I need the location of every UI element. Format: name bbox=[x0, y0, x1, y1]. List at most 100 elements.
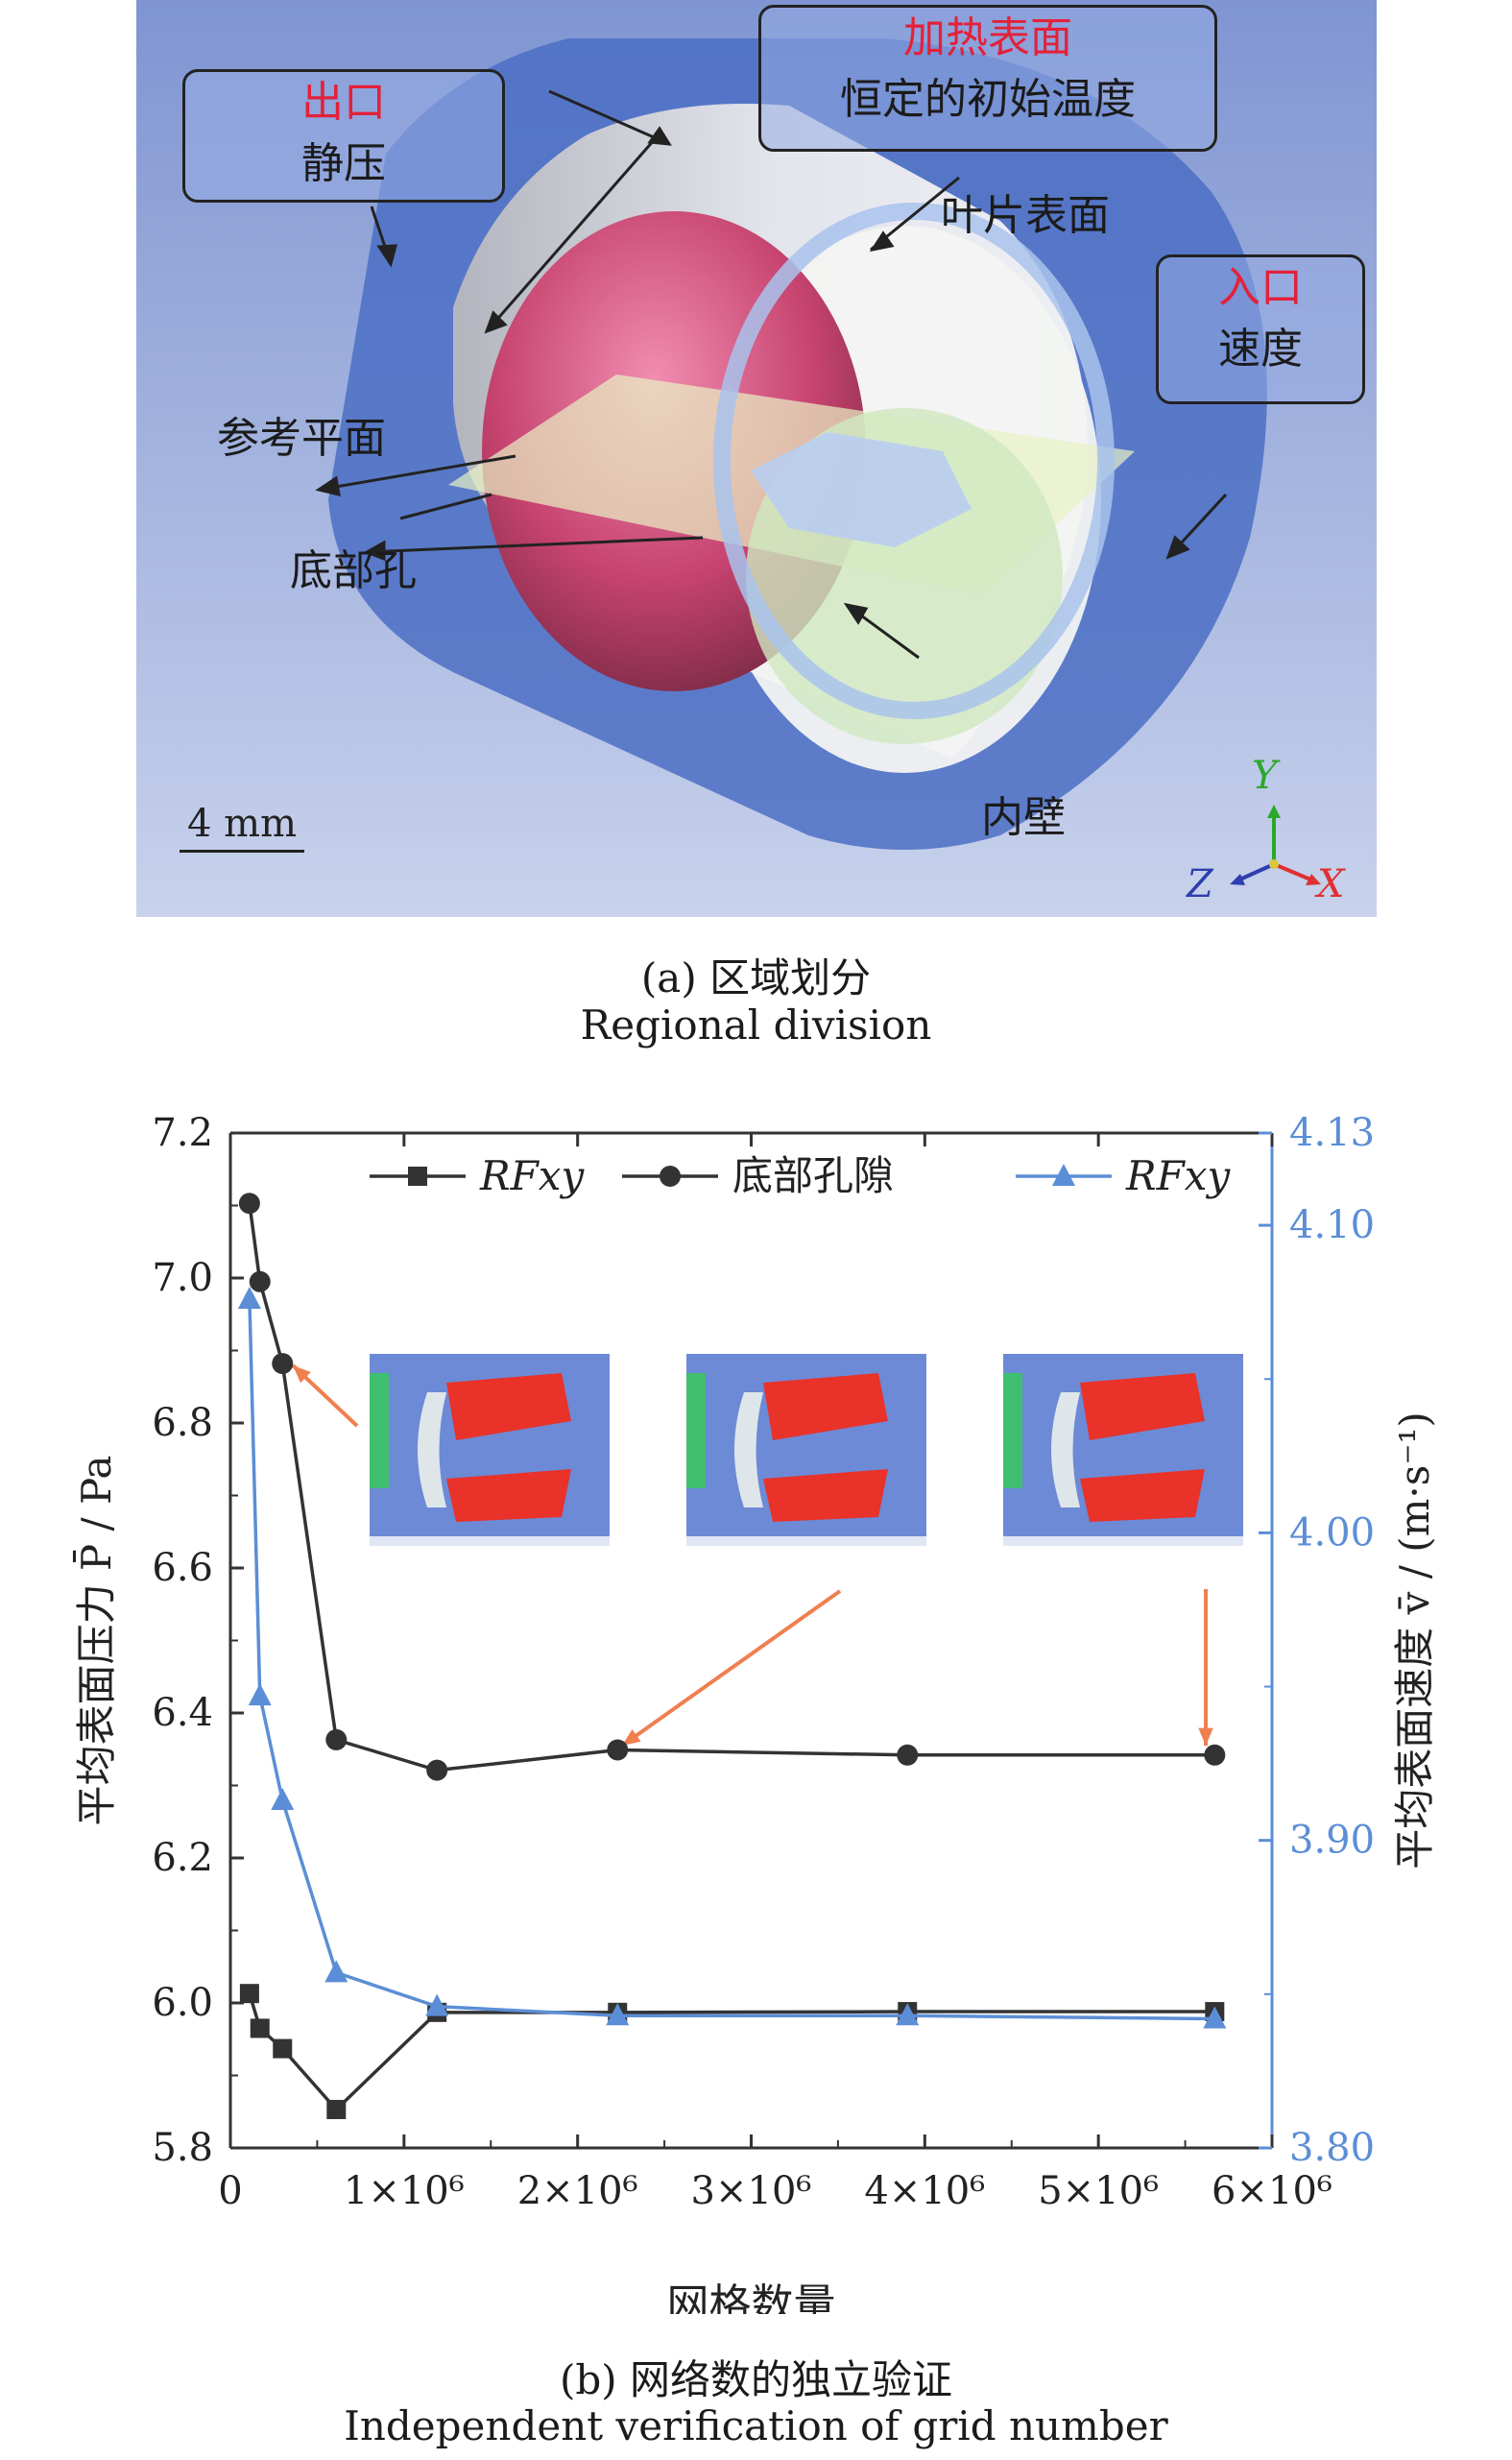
y-left-tick-label: 5.8 bbox=[152, 2126, 213, 2170]
inset-legend-bar bbox=[370, 1373, 389, 1488]
model-render bbox=[136, 0, 1377, 917]
outlet-callout: 出口 静压 bbox=[182, 69, 505, 203]
x-axis-title: 网格数量 bbox=[667, 2280, 836, 2314]
legend-entry-2 bbox=[1016, 1164, 1112, 1186]
contour-inset-1 bbox=[370, 1354, 610, 1546]
scale-bar-label: 4 mm bbox=[186, 802, 298, 846]
series-line-1 bbox=[248, 1203, 1215, 1773]
x-tick-label: 2×10⁶ bbox=[517, 2169, 638, 2213]
caption-b-cn: (b) 网络数的独立验证 bbox=[559, 2356, 952, 2403]
inset-legend-bar bbox=[686, 1373, 706, 1488]
bottom-hole-label: 底部孔 bbox=[290, 546, 417, 595]
inset-hot-region-bottom bbox=[1080, 1469, 1205, 1522]
axis-y-label: Y bbox=[1252, 754, 1278, 798]
y-right-tick-label: 3.90 bbox=[1289, 1819, 1375, 1863]
series-line-0 bbox=[248, 1992, 1215, 2112]
inset-footer bbox=[1003, 1536, 1243, 1546]
arrow-head bbox=[622, 1728, 641, 1746]
contour-inset-2 bbox=[686, 1354, 926, 1546]
inset-hot-region-top bbox=[763, 1373, 888, 1440]
scale-bar-line bbox=[180, 850, 304, 853]
series-1-point bbox=[325, 1728, 348, 1750]
y-left-tick-label: 6.2 bbox=[152, 1836, 213, 1880]
outlet-title: 出口 bbox=[301, 78, 386, 127]
inner-wall-label: 内壁 bbox=[981, 793, 1066, 842]
inset-hot-region-bottom bbox=[763, 1469, 888, 1522]
legend-label: RFxy bbox=[479, 1152, 585, 1199]
y-left-tick-label: 6.6 bbox=[152, 1546, 213, 1590]
heated-surface-subtitle: 恒定的初始温度 bbox=[840, 75, 1136, 124]
caption-a-en: Regional division bbox=[580, 1001, 932, 1049]
heated-surface-callout: 加热表面 恒定的初始温度 bbox=[758, 5, 1217, 152]
series-0-point bbox=[250, 2018, 270, 2038]
inlet-title: 入口 bbox=[1218, 263, 1303, 312]
series-line-2 bbox=[248, 1298, 1215, 2021]
series-0-point bbox=[326, 2099, 347, 2119]
blade-block bbox=[751, 432, 972, 547]
y-left-tick-label: 6.8 bbox=[152, 1401, 213, 1445]
x-tick-label: 6×10⁶ bbox=[1212, 2169, 1332, 2213]
series-2-point bbox=[324, 1960, 348, 1983]
caption-a-cn: (a) 区域划分 bbox=[640, 954, 872, 1001]
x-tick-label: 4×10⁶ bbox=[864, 2169, 985, 2213]
axis-triad bbox=[1230, 805, 1321, 885]
inset-legend-bar bbox=[1003, 1373, 1022, 1488]
legend-label: 底部孔隙 bbox=[732, 1152, 894, 1199]
axis-x-label: X bbox=[1317, 862, 1345, 906]
series-2-point bbox=[271, 1788, 295, 1811]
y-right-tick-label: 3.80 bbox=[1289, 2126, 1375, 2170]
inset-wall bbox=[418, 1392, 446, 1507]
series-0-point bbox=[239, 1984, 259, 2004]
heated-surface-title: 加热表面 bbox=[903, 13, 1072, 62]
x-tick-label: 1×10⁶ bbox=[344, 2169, 465, 2213]
y-right-axis-title: 平均表面速度 v̄ / (m·s⁻¹) bbox=[1391, 1411, 1438, 1869]
grid-independence-chart: 0 1×10⁶ 2×10⁶ 3×10⁶ 4×10⁶ 5×10⁶ 6×10⁶ 5.8 6.0 6.2… bbox=[71, 1111, 1438, 2314]
y-left-tick-label: 6.4 bbox=[152, 1691, 213, 1735]
series-2-point bbox=[606, 2003, 630, 2026]
arrow-to-point-3 bbox=[291, 1363, 359, 1428]
legend-label: RFxy bbox=[1125, 1152, 1231, 1199]
y-left-tick-label: 7.2 bbox=[152, 1111, 213, 1155]
series-1-point bbox=[1204, 1744, 1226, 1766]
series-2-point bbox=[896, 2003, 920, 2026]
series-2-point bbox=[425, 1993, 449, 2016]
inset-wall bbox=[734, 1392, 763, 1507]
arrow-head bbox=[293, 1365, 311, 1384]
inset-footer bbox=[686, 1536, 926, 1546]
regional-division-figure: 出口 静压 加热表面 恒定的初始温度 入口 速度 叶片表面 参考平面 底部孔 内… bbox=[136, 0, 1377, 917]
inset-footer bbox=[370, 1536, 610, 1546]
series-1-point bbox=[426, 1759, 448, 1781]
axis-z-label: Z bbox=[1187, 862, 1213, 906]
arrow-shaft bbox=[620, 1589, 842, 1748]
reference-plane-label: 参考平面 bbox=[217, 414, 386, 463]
legend-marker bbox=[408, 1167, 427, 1186]
series-1-point bbox=[897, 1744, 919, 1766]
outlet-subtitle: 静压 bbox=[301, 139, 386, 188]
inset-hot-region-bottom bbox=[446, 1469, 571, 1522]
y-right-tick-label: 4.13 bbox=[1289, 1111, 1375, 1155]
x-tick-label: 0 bbox=[218, 2169, 242, 2213]
y-right-tick-label: 4.10 bbox=[1289, 1203, 1375, 1247]
inset-hot-region-top bbox=[446, 1373, 571, 1440]
legend-marker bbox=[1052, 1164, 1075, 1186]
y-left-axis-title: 平均表面压力 P̄ / Pa bbox=[71, 1456, 120, 1826]
inlet-subtitle: 速度 bbox=[1218, 325, 1303, 374]
contour-inset-3 bbox=[1003, 1354, 1243, 1546]
arrow-head bbox=[1198, 1727, 1213, 1746]
inset-hot-region-top bbox=[1080, 1373, 1205, 1440]
series-2-point bbox=[1203, 2006, 1227, 2029]
scale-bar: 4 mm bbox=[180, 802, 304, 853]
x-tick-label: 5×10⁶ bbox=[1038, 2169, 1159, 2213]
y-right-tick-label: 4.00 bbox=[1289, 1510, 1375, 1555]
y-left-tick-label: 6.0 bbox=[152, 1981, 213, 2025]
legend-entry-0 bbox=[370, 1167, 466, 1186]
legend-entry-1 bbox=[622, 1166, 718, 1187]
y-left-tick-label: 7.0 bbox=[152, 1256, 213, 1300]
arrow-to-point-8 bbox=[1198, 1589, 1213, 1746]
series-1-point bbox=[607, 1739, 629, 1761]
series-1-point bbox=[272, 1353, 294, 1375]
inset-wall bbox=[1051, 1392, 1080, 1507]
series-1-point bbox=[249, 1270, 271, 1292]
caption-b-en: Independent verification of grid number bbox=[344, 2402, 1168, 2449]
legend-marker bbox=[660, 1166, 681, 1187]
